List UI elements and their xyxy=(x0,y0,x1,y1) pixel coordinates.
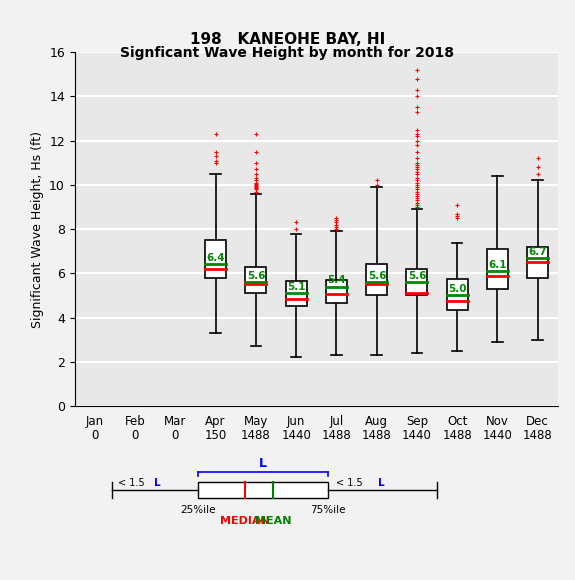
Bar xyxy=(407,269,427,295)
Bar xyxy=(527,247,548,278)
Text: 5.6: 5.6 xyxy=(247,271,266,281)
Text: ω: ω xyxy=(255,488,263,498)
Text: Aug: Aug xyxy=(365,415,388,427)
Text: MEDIAN: MEDIAN xyxy=(220,516,270,525)
Text: 1440: 1440 xyxy=(281,429,311,442)
Text: L: L xyxy=(259,457,267,470)
Text: 5.6: 5.6 xyxy=(408,271,427,281)
Text: Nov: Nov xyxy=(486,415,509,427)
Text: 1440: 1440 xyxy=(482,429,512,442)
Text: 198   KANEOHE BAY, HI: 198 KANEOHE BAY, HI xyxy=(190,32,385,47)
Text: 25%ile: 25%ile xyxy=(181,505,216,515)
Text: Signficant Wave Height by month for 2018: Signficant Wave Height by month for 2018 xyxy=(121,46,454,60)
Text: Jan: Jan xyxy=(86,415,104,427)
Bar xyxy=(326,280,347,303)
Text: Apr: Apr xyxy=(205,415,226,427)
Bar xyxy=(487,249,508,289)
Text: 1440: 1440 xyxy=(402,429,432,442)
Bar xyxy=(286,281,306,306)
Bar xyxy=(447,279,467,310)
Text: 6.4: 6.4 xyxy=(207,253,225,263)
Text: MEAN: MEAN xyxy=(255,516,292,525)
Bar xyxy=(205,240,226,278)
Text: 6.1: 6.1 xyxy=(489,260,507,270)
Bar xyxy=(366,264,387,295)
Text: 1488: 1488 xyxy=(241,429,271,442)
Text: 1488: 1488 xyxy=(362,429,392,442)
Text: May: May xyxy=(244,415,268,427)
Text: Feb: Feb xyxy=(125,415,145,427)
Text: 5.6: 5.6 xyxy=(368,271,386,281)
Text: 5.0: 5.0 xyxy=(448,284,467,294)
Text: L: L xyxy=(154,478,160,488)
Text: 0: 0 xyxy=(91,429,98,442)
Text: < 1.5: < 1.5 xyxy=(336,478,366,488)
Text: 6.7: 6.7 xyxy=(529,246,547,256)
Text: Jul: Jul xyxy=(329,415,343,427)
Text: < 1.5: < 1.5 xyxy=(118,478,148,488)
Text: 0: 0 xyxy=(172,429,179,442)
Text: Jun: Jun xyxy=(287,415,305,427)
Text: Mar: Mar xyxy=(164,415,186,427)
Text: 1488: 1488 xyxy=(442,429,472,442)
Text: 0: 0 xyxy=(132,429,139,442)
Text: 5.1: 5.1 xyxy=(288,282,306,292)
Y-axis label: Significant Wave Height, Hs (ft): Significant Wave Height, Hs (ft) xyxy=(30,130,44,328)
Text: Oct: Oct xyxy=(447,415,467,427)
Text: 5.4: 5.4 xyxy=(328,276,346,285)
Bar xyxy=(246,267,266,293)
Text: 1488: 1488 xyxy=(321,429,351,442)
Text: L: L xyxy=(378,478,385,488)
Text: Dec: Dec xyxy=(526,415,549,427)
Text: 75%ile: 75%ile xyxy=(310,505,346,515)
Text: 150: 150 xyxy=(205,429,227,442)
Text: Sep: Sep xyxy=(406,415,428,427)
Text: 1488: 1488 xyxy=(523,429,553,442)
